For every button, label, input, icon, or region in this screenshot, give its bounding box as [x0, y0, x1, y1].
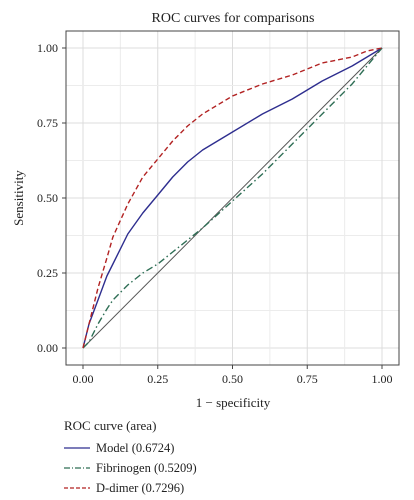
x-tick-label: 0.75 — [297, 372, 318, 386]
legend-label-model: Model (0.6724) — [96, 440, 175, 455]
x-tick-label: 0.00 — [73, 372, 94, 386]
reference-diagonal-line — [82, 47, 383, 349]
legend: ROC curve (area) Model (0.6724) Fibrinog… — [64, 418, 364, 498]
legend-item-d-dimer: D-dimer (0.7296) — [64, 478, 364, 498]
legend-swatch-d-dimer — [64, 487, 90, 489]
legend-title: ROC curve (area) — [64, 418, 157, 433]
series-line-model — [82, 47, 383, 349]
x-tick-label: 1.00 — [372, 372, 393, 386]
legend-label-fibrinogen: Fibrinogen (0.5209) — [96, 460, 197, 475]
plot-area: 0.00 0.00 0.25 0.25 0.50 0.50 0.75 0.75 1.00 1.00 — [37, 30, 400, 386]
x-axis-label: 1 − specificity — [196, 395, 271, 410]
y-tick-label: 0.00 — [37, 341, 58, 355]
x-tick-label: 0.25 — [147, 372, 168, 386]
x-tick-label: 0.50 — [222, 372, 243, 386]
legend-swatch-fibrinogen — [64, 467, 90, 469]
y-axis-label: Sensitivity — [11, 170, 26, 226]
series-line-d-dimer — [82, 47, 383, 349]
legend-item-model: Model (0.6724) — [64, 438, 364, 458]
y-tick-label: 0.50 — [37, 191, 58, 205]
chart-title: ROC curves for comparisons — [152, 11, 315, 26]
legend-item-fibrinogen: Fibrinogen (0.5209) — [64, 458, 364, 478]
legend-label-d-dimer: D-dimer (0.7296) — [96, 480, 185, 495]
y-tick-label: 1.00 — [37, 41, 58, 55]
y-tick-label: 0.25 — [37, 266, 58, 280]
legend-swatch-model — [64, 447, 90, 449]
y-tick-label: 0.75 — [37, 116, 58, 130]
